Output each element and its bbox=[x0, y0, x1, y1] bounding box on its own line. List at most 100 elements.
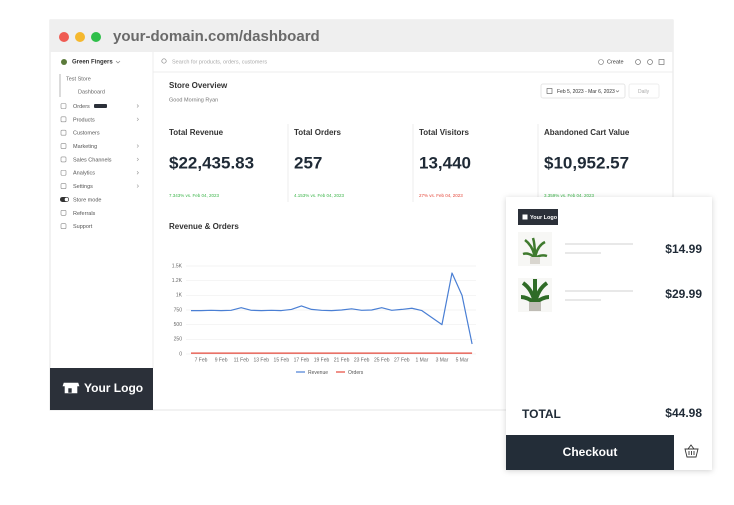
placeholder-line bbox=[565, 252, 601, 254]
y-tick-label: 750 bbox=[174, 307, 183, 313]
nav-chevron bbox=[136, 117, 139, 122]
y-tick-label: 1.2K bbox=[172, 278, 183, 284]
create-button[interactable]: Create bbox=[607, 59, 624, 65]
item-price: $14.99 bbox=[665, 242, 702, 256]
basket-icon[interactable] bbox=[684, 444, 699, 458]
kpi-label: Total Revenue bbox=[169, 128, 224, 137]
minimize-dot[interactable] bbox=[75, 32, 85, 42]
nav-item[interactable]: Store mode bbox=[73, 197, 101, 203]
nav-item[interactable]: Settings bbox=[73, 184, 93, 190]
checkout-label: Checkout bbox=[563, 445, 618, 459]
y-tick-label: 500 bbox=[174, 322, 183, 328]
pot bbox=[530, 257, 540, 264]
nav-item[interactable]: Customers bbox=[73, 131, 100, 137]
nav-list: Orders Products Customers Marketing Sales Ch… bbox=[60, 103, 139, 230]
kpi-value: $22,435.83 bbox=[169, 153, 254, 172]
legend-label[interactable]: Revenue bbox=[308, 370, 328, 376]
kpi-change: 4.153% vs. Feb 04, 2023 bbox=[294, 193, 345, 198]
kpi-row: Total Revenue $22,435.83 7.343% vs. Feb 04… bbox=[169, 124, 630, 202]
title-bar bbox=[50, 20, 673, 52]
nav-icon bbox=[60, 210, 67, 216]
cart-logo-icon bbox=[522, 214, 528, 220]
maximize-dot[interactable] bbox=[91, 32, 101, 42]
nav-dashboard[interactable]: Dashboard bbox=[78, 89, 105, 95]
nav-chevron bbox=[136, 184, 139, 188]
kpi-value: $10,952.57 bbox=[544, 153, 629, 172]
nav-icon bbox=[60, 156, 67, 163]
legend-label[interactable]: Orders bbox=[348, 370, 364, 376]
x-tick-label: 13 Feb bbox=[253, 357, 269, 363]
nav-icon bbox=[60, 143, 67, 149]
item-price: $29.99 bbox=[665, 287, 702, 301]
nav-item[interactable]: Referrals bbox=[73, 211, 96, 217]
kpi-label: Total Visitors bbox=[419, 128, 469, 137]
total: $44.98 bbox=[665, 406, 702, 420]
kpi-change: 27% vs. Feb 04, 2023 bbox=[419, 193, 463, 198]
x-tick-label: 15 Feb bbox=[274, 357, 290, 363]
date-picker[interactable] bbox=[540, 83, 626, 99]
x-tick-label: 9 Feb bbox=[215, 357, 228, 363]
x-tick-label: 27 Feb bbox=[394, 357, 410, 363]
x-tick-label: 17 Feb bbox=[294, 357, 310, 363]
greeting: Good Morning Ryan bbox=[169, 97, 218, 103]
interval: Daily bbox=[638, 89, 650, 95]
placeholder-line bbox=[565, 243, 633, 245]
nav-chevron bbox=[136, 104, 139, 108]
settings-icon[interactable] bbox=[635, 59, 641, 65]
x-tick-label: 21 Feb bbox=[334, 357, 350, 363]
nav-item[interactable]: Orders bbox=[73, 104, 90, 110]
placeholder-line bbox=[565, 290, 633, 292]
toggle-knob bbox=[64, 197, 69, 202]
kpi-value: 257 bbox=[294, 153, 322, 172]
y-tick-label: 1K bbox=[176, 293, 183, 299]
logo-icon bbox=[62, 382, 80, 394]
kpi-change: 3.359% vs. Feb 04, 2023 bbox=[544, 193, 595, 198]
x-tick-label: 23 Feb bbox=[354, 357, 370, 363]
x-tick-label: 11 Feb bbox=[234, 357, 249, 363]
nav-item[interactable]: Sales Channels bbox=[73, 157, 112, 163]
nav-item[interactable]: Products bbox=[73, 117, 95, 123]
calendar-icon bbox=[546, 88, 553, 94]
chart: Revenue & Orders 0 250 500 750 1K 1.2K 1.5K 7 Fe… bbox=[169, 222, 476, 376]
nav-icon bbox=[60, 129, 67, 136]
checkout-button[interactable] bbox=[506, 435, 674, 470]
nav-item[interactable]: Support bbox=[73, 224, 93, 230]
nav-icon bbox=[60, 103, 67, 109]
store-label[interactable]: Test Store bbox=[66, 76, 91, 82]
nav-item[interactable]: Marketing bbox=[73, 144, 97, 150]
user-icon[interactable] bbox=[647, 59, 653, 65]
cart-logo: Your Logo bbox=[530, 215, 558, 221]
store-icon bbox=[61, 59, 67, 65]
layout-icon[interactable] bbox=[658, 59, 665, 65]
y-tick-label: 0 bbox=[179, 351, 182, 357]
nav-chevron bbox=[136, 157, 139, 162]
interval-picker[interactable] bbox=[628, 83, 660, 99]
nav-item[interactable]: Analytics bbox=[73, 171, 95, 177]
nav-icon bbox=[60, 183, 67, 189]
date-range: Feb 5, 2023 - Mar 6, 2023 bbox=[557, 89, 615, 95]
x-tick-label: 3 Mar bbox=[436, 357, 449, 363]
nav-chevron bbox=[136, 171, 139, 175]
date-chevron bbox=[615, 90, 620, 93]
sidebar-logo: Your Logo bbox=[84, 381, 143, 395]
search-input[interactable]: Search for products, orders, customers bbox=[172, 59, 267, 65]
total-label: TOTAL bbox=[522, 407, 561, 421]
search-icon bbox=[161, 58, 167, 64]
nav-icon bbox=[60, 116, 67, 123]
series-line bbox=[191, 272, 473, 345]
kpi-label: Total Orders bbox=[294, 128, 342, 137]
kpi-change: 7.343% vs. Feb 04, 2023 bbox=[169, 193, 220, 198]
x-tick-label: 19 Feb bbox=[314, 357, 330, 363]
x-tick-label: 7 Feb bbox=[195, 357, 208, 363]
chart-title: Revenue & Orders bbox=[169, 222, 239, 231]
x-tick-label: 1 Mar bbox=[415, 357, 428, 363]
pot bbox=[529, 302, 541, 311]
cart-logo-box bbox=[518, 209, 558, 225]
close-dot[interactable] bbox=[59, 32, 69, 42]
create-icon bbox=[598, 59, 604, 65]
store-name[interactable]: Green Fingers bbox=[72, 60, 113, 66]
kpi-value: 13,440 bbox=[419, 153, 471, 172]
nav-icon bbox=[60, 223, 67, 229]
